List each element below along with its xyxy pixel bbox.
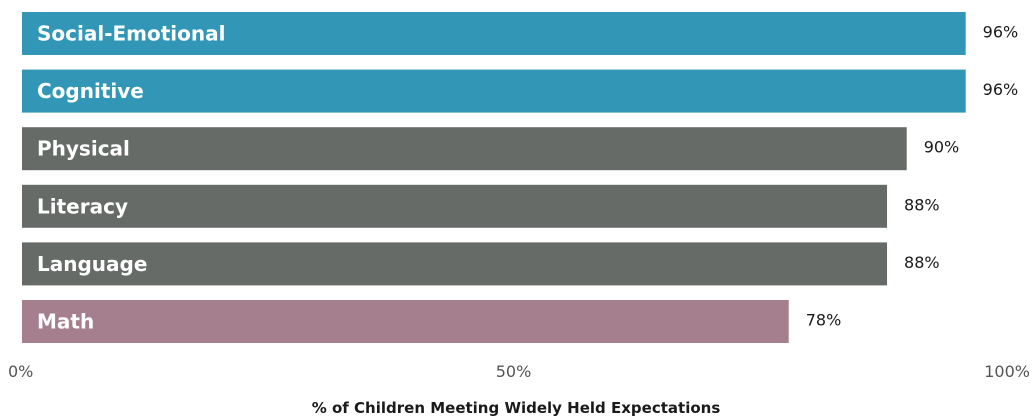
value-label: 90% <box>924 138 960 157</box>
x-tick-label: 0% <box>8 362 33 381</box>
bar-cognitive <box>22 69 966 113</box>
category-label: Cognitive <box>37 79 144 103</box>
value-label: 78% <box>806 311 842 330</box>
category-label: Physical <box>37 137 130 161</box>
bar-language <box>22 242 888 286</box>
bar-literacy <box>22 184 888 228</box>
x-tick-label: 100% <box>984 362 1030 381</box>
value-label: 88% <box>904 195 940 214</box>
category-label: Social-Emotional <box>37 22 226 46</box>
category-label: Literacy <box>37 194 128 218</box>
bar-social-emotional <box>22 12 966 55</box>
value-label: 88% <box>904 253 940 272</box>
value-label: 96% <box>983 23 1019 42</box>
category-label: Language <box>37 252 147 276</box>
x-axis-title: % of Children Meeting Widely Held Expect… <box>312 399 721 417</box>
bars-layer: Social-Emotional 96% Cognitive 96% Physical 9… <box>22 12 1018 343</box>
x-tick-label: 50% <box>496 362 532 381</box>
bar-math <box>22 300 789 343</box>
value-label: 96% <box>983 80 1019 99</box>
category-label: Math <box>37 310 94 334</box>
bar-physical <box>22 127 907 171</box>
x-axis: 0% 50% 100% <box>8 362 1030 381</box>
